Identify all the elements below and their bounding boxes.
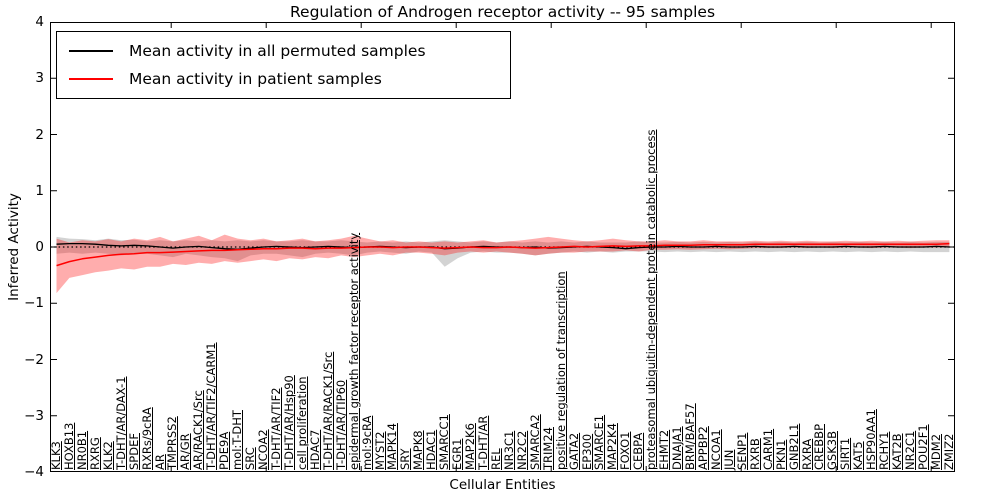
- y-tick-label: −1: [24, 295, 44, 312]
- y-tick-label: −4: [24, 464, 44, 480]
- legend: Mean activity in all permuted samples Me…: [56, 31, 511, 99]
- y-axis-label: Inferred Activity: [6, 193, 22, 301]
- legend-label: Mean activity in all permuted samples: [129, 42, 426, 60]
- x-axis-label: Cellular Entities: [449, 477, 556, 493]
- y-tick-label: 0: [35, 239, 44, 255]
- legend-label: Mean activity in patient samples: [129, 70, 382, 88]
- confidence-band-patient: [56, 234, 950, 294]
- permuted-line-sample-icon: [69, 50, 113, 52]
- y-tick-label: 4: [35, 14, 44, 30]
- mean-line-patient: [56, 242, 950, 267]
- legend-item: Mean activity in patient samples: [57, 70, 510, 88]
- y-tick-label: 2: [35, 126, 44, 143]
- legend-item: Mean activity in all permuted samples: [57, 42, 510, 60]
- y-tick-label: −3: [24, 407, 44, 424]
- y-tick-label: −2: [24, 351, 44, 368]
- chart-svg: [50, 22, 955, 472]
- patient-line-sample-icon: [69, 78, 113, 80]
- chart-title: Regulation of Androgen receptor activity…: [289, 3, 716, 21]
- y-tick-label: 1: [35, 182, 44, 199]
- y-tick-label: 3: [35, 70, 44, 87]
